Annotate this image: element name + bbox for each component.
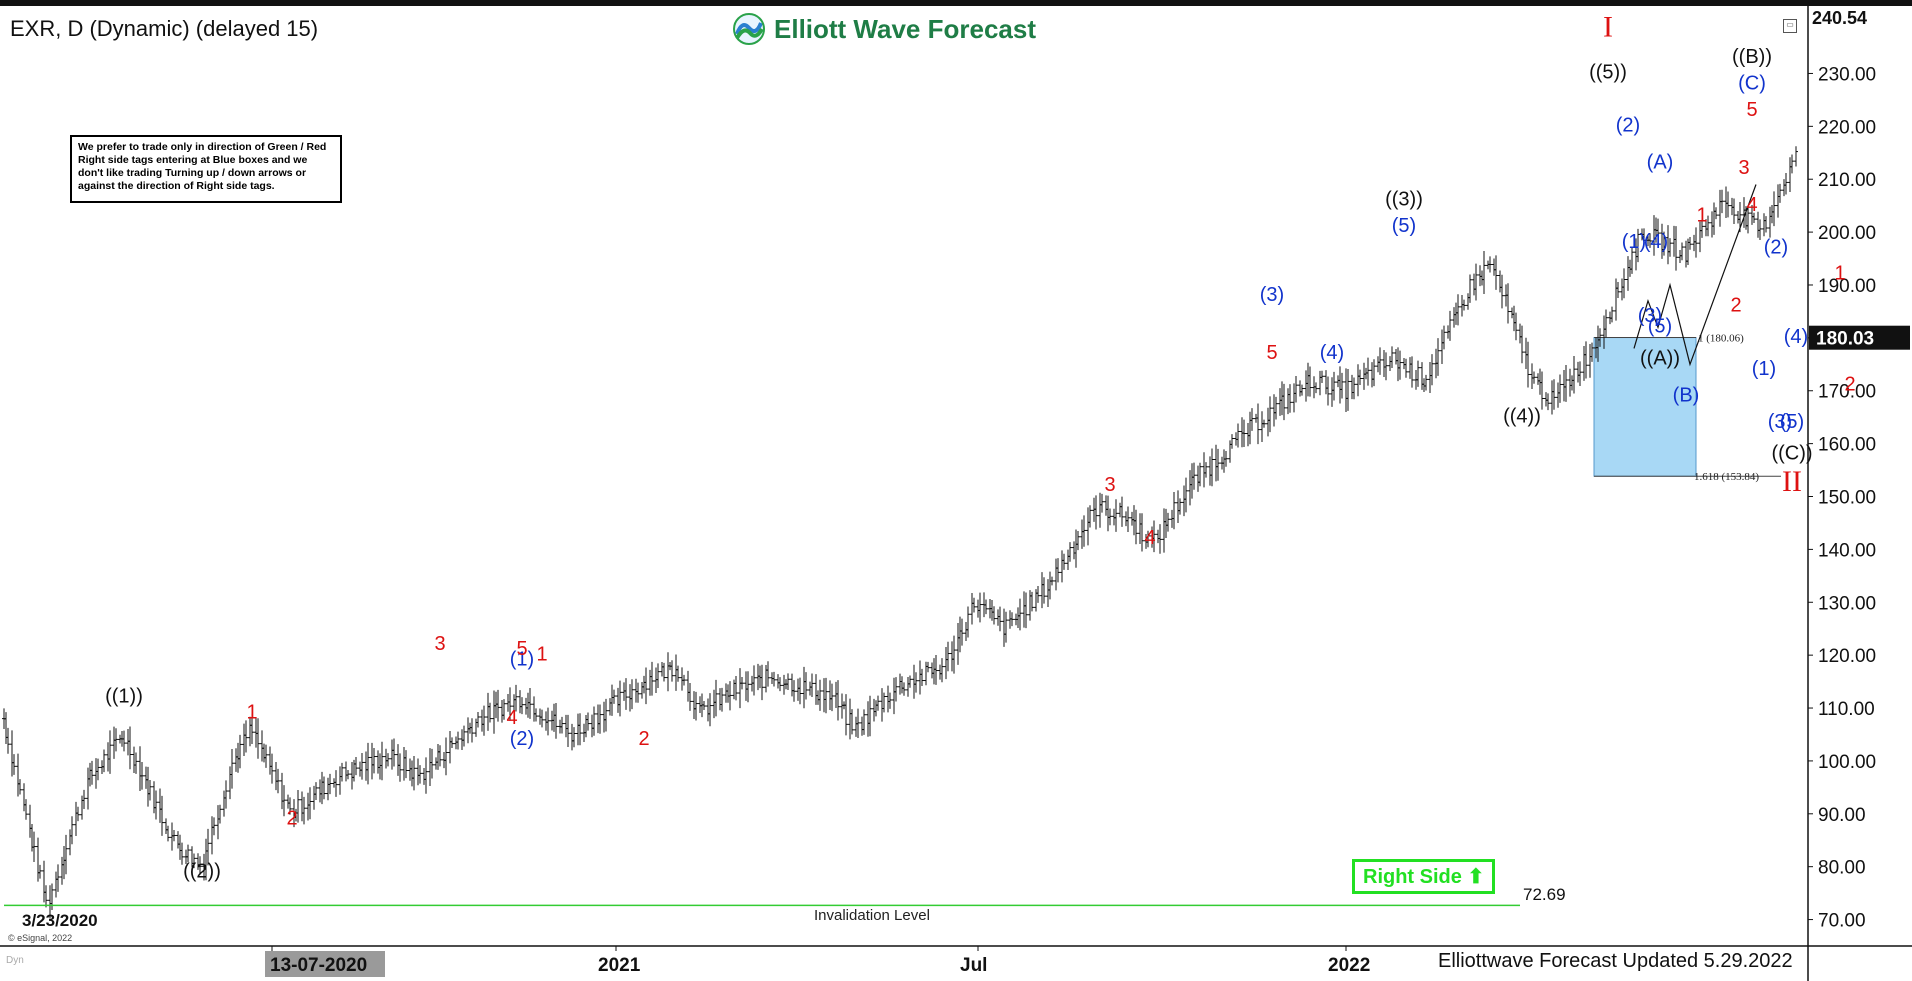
wave-label: ((2)) [183,860,221,882]
wave-label: ((1)) [105,686,143,708]
wave-label: 2 [1730,294,1741,316]
wave-label: 4 [506,707,517,729]
blue-box [1593,337,1697,477]
wave-label: 5 [1746,99,1757,121]
wave-label: (2) [1616,115,1640,137]
wave-label: 2 [286,807,297,829]
wave-label: 2 [1844,374,1855,396]
wave-label: (3) [1260,284,1284,306]
wave-label: ((C)) [1771,442,1812,464]
wave-label: 5 [1266,342,1277,364]
y-tick-label: 230.00 [1818,64,1876,85]
window-restore-icon[interactable]: ▭ [1783,19,1797,33]
wave-label: 3 [1738,157,1749,179]
y-tick-label: 210.00 [1818,170,1876,191]
last-price-label: 180.03 [1816,329,1874,350]
invalidation-level-label: Invalidation Level [814,907,930,924]
wave-label: (5) [1392,215,1416,237]
y-tick-label: 130.00 [1818,593,1876,614]
wave-labels-layer: ((1))((2))123(1)5 14(2) 234(3)5 (4)((3))(5)… [105,10,1855,882]
wave-label: (5) [1648,316,1672,338]
logo-icon [733,13,765,45]
y-tick-label: 110.00 [1818,699,1875,720]
wave-label: 1 [536,643,547,665]
fib-level-label: 1.618 (153.84) [1694,471,1759,483]
symbol-title: EXR, D (Dynamic) (delayed 15) [10,16,319,41]
wave-label: 4 [1144,527,1155,549]
y-tick-label: 220.00 [1818,117,1876,138]
ohlc-bars-layer [2,146,1798,919]
projection-layer [1633,184,1757,367]
wave-label: ((4)) [1503,405,1541,427]
y-tick-label: 190.00 [1818,276,1876,297]
wave-label: (4) [1320,342,1344,364]
y-tick-label: 90.00 [1818,805,1866,826]
right-side-label: Right Side [1363,866,1462,888]
wave-label: ((3)) [1385,189,1423,211]
y-tick-label: 140.00 [1818,540,1876,561]
y-tick-label: 120.00 [1818,646,1876,667]
start-date-label: 3/23/2020 [22,911,98,930]
wave-label: 2 [638,728,649,750]
wave-label: (1) [1752,358,1776,380]
wave-label: (5) [1780,411,1804,433]
wave-label: 1 [1696,205,1707,227]
wave-label: (B) [1673,384,1700,406]
fib-level-label: 1 (180.06) [1698,333,1744,345]
arrow-up-icon: ⬆ [1467,866,1485,888]
y-tick-label: 100.00 [1818,752,1876,773]
last-price-tag [1809,325,1910,350]
y-tick-label: 80.00 [1818,858,1866,879]
dyn-label: Dyn [6,955,24,966]
wave-label: 3 [434,633,445,655]
wave-label: 1 [246,702,257,724]
wave-label: (2) [1764,236,1788,258]
wave-label: (1) [1622,231,1646,253]
wave-label: (A) [1647,152,1674,174]
wave-label: II [1782,465,1802,498]
x-tick-highlight [265,951,385,977]
wave-label: (3) [1638,305,1662,327]
x-tick-label: 2022 [1328,955,1370,976]
logo: Elliott Wave Forecast [732,12,1036,46]
wave-label: (4) [1644,231,1668,253]
wave-label: (2) [510,728,534,750]
x-tick-label: 2021 [598,955,641,976]
top-border [0,0,1912,6]
logo-text: Elliott Wave Forecast [774,13,1036,44]
wave-label: 4 [1746,194,1757,216]
footer-updated-text: Elliottwave Forecast Updated 5.29.2022 [1438,950,1793,972]
blue-box-layer: 1 (180.06) 1.618 (153.84) [1593,333,1781,483]
wave-label: (3) [1768,411,1792,433]
wave-label: I [1603,10,1613,43]
disclaimer-box: We prefer to trade only in direction of … [70,135,342,203]
right-side-tag: Right Side ⬆ [1352,859,1496,894]
wave-label: 1 [1834,263,1845,285]
projection-path [1633,184,1757,367]
wave-label: ((5)) [1589,62,1627,84]
top-price-label: 240.54 [1812,8,1868,28]
wave-label: (4) [1784,326,1808,348]
wave-label: 5 [516,638,527,660]
x-tick-label: 13-07-2020 [270,955,367,976]
y-tick-label: 170.00 [1818,382,1876,403]
wave-label: 3 [1104,474,1115,496]
y-tick-label: 70.00 [1818,911,1866,932]
wave-label: (C) [1738,72,1766,94]
invalidation-value-label: 72.69 [1523,885,1566,904]
copyright-text: © eSignal, 2022 [8,933,73,943]
wave-label: ((B)) [1732,46,1772,68]
x-tick-label: Jul [960,955,987,976]
y-tick-label: 200.00 [1818,223,1876,244]
y-tick-label: 150.00 [1818,488,1876,509]
wave-label: (1) [510,649,534,671]
wave-label: ((A)) [1640,347,1680,369]
y-tick-label: 160.00 [1818,435,1876,456]
